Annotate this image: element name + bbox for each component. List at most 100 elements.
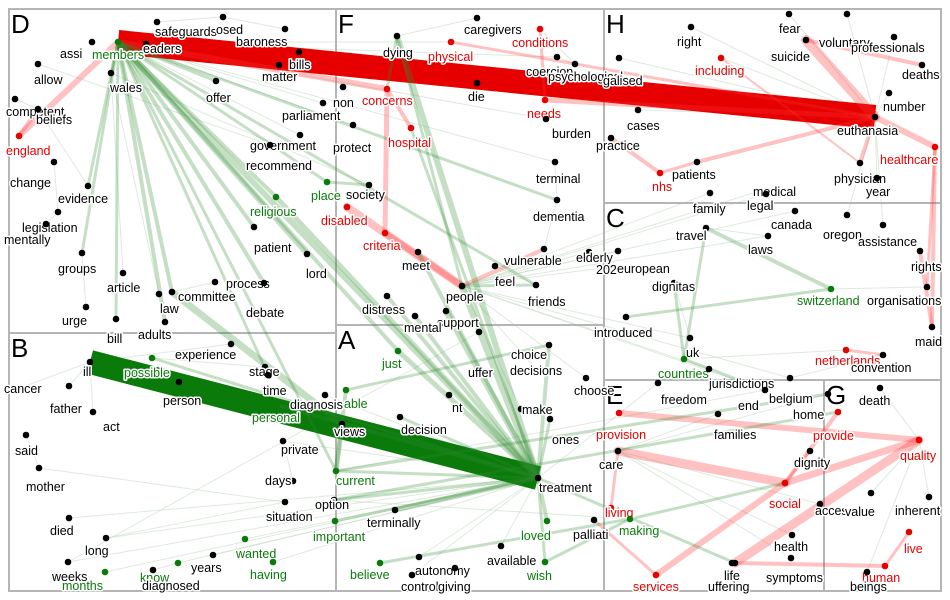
term-dot	[174, 559, 182, 567]
term-dot	[634, 106, 642, 114]
term-label: dying	[383, 46, 413, 60]
positive-edge-treatment-terminally	[392, 475, 541, 513]
faint-edge	[461, 235, 769, 287]
term-dot	[112, 315, 120, 323]
term-node-lord: lord	[303, 250, 328, 283]
term-node-control: control	[400, 571, 440, 596]
term-label: debate	[246, 306, 284, 320]
term-dot	[376, 559, 384, 567]
faint-edge	[918, 439, 930, 498]
term-node-vulnerable: vulnerable	[503, 245, 563, 270]
term-node-days: days	[264, 473, 297, 490]
term-node-voluntary: voluntary	[818, 10, 872, 52]
faint-edge	[104, 477, 539, 573]
faint-edge	[617, 450, 821, 505]
term-node-belgium: belgium	[768, 374, 814, 408]
term-label: loved	[521, 529, 551, 543]
term-label: baroness	[236, 35, 287, 49]
term-node-dignity: dignity	[793, 447, 832, 472]
term-dot	[342, 386, 350, 394]
panel-letter: E	[606, 380, 623, 410]
positive-edge-views-current	[333, 421, 345, 474]
term-label: experience	[175, 348, 236, 362]
term-dot	[517, 405, 525, 413]
term-node-coercion: coercion	[525, 53, 575, 81]
term-dot	[827, 285, 835, 293]
term-dot	[319, 99, 327, 107]
term-dot	[607, 504, 615, 512]
term-dot	[599, 264, 607, 272]
faint-edge	[461, 192, 711, 287]
negative-edge-healthcare-organisations	[925, 145, 937, 289]
term-dot	[114, 38, 122, 46]
term-label: lord	[306, 267, 327, 281]
term-node-protect: protect	[332, 121, 373, 157]
faint-edge	[244, 477, 539, 540]
term-label: deaths	[902, 68, 940, 82]
positive-edge-members-wales	[109, 40, 120, 75]
term-label: feel	[495, 275, 515, 289]
faint-edge	[494, 265, 537, 286]
term-node-202: 202	[595, 262, 619, 279]
term-dot	[279, 437, 287, 445]
term-label: voluntary	[819, 36, 870, 50]
faint-edge	[537, 382, 659, 479]
term-dot	[272, 193, 280, 201]
positive-edge-place-society	[325, 180, 371, 187]
panel-letter: G	[826, 380, 846, 410]
term-label: adults	[138, 328, 171, 342]
negative-edge-quality-provision	[616, 410, 922, 443]
term-label: people	[446, 290, 484, 304]
term-dot	[260, 279, 268, 287]
positive-edge-members-religious	[116, 40, 278, 199]
panel-letter: A	[338, 325, 356, 355]
term-node-switzerland: switzerland	[796, 285, 861, 310]
term-label: decision	[401, 423, 447, 437]
term-label: health	[774, 540, 808, 554]
panel-letter: D	[11, 9, 30, 39]
term-node-government: government	[249, 131, 318, 155]
term-label: conditions	[512, 36, 568, 50]
term-label: jurisdictions	[708, 377, 774, 391]
term-node-stage: stage	[248, 364, 282, 381]
term-label: support	[437, 316, 479, 330]
faint-edge	[879, 387, 920, 441]
term-node-fear: fear	[778, 10, 802, 38]
term-node-conditions: conditions	[511, 25, 570, 52]
faint-edge	[110, 72, 370, 186]
faint-edge	[37, 108, 89, 187]
term-node-having: having	[249, 558, 288, 584]
faint-edge	[282, 440, 294, 482]
term-node-uk: uk	[685, 334, 701, 362]
term-node-diagnosis: diagnosis	[289, 391, 344, 414]
term-dot	[686, 334, 694, 342]
term-dot	[458, 282, 466, 290]
faint-edge	[67, 477, 539, 563]
term-node-society: society	[345, 181, 387, 204]
term-label: vulnerable	[504, 254, 562, 268]
term-dot	[407, 124, 415, 132]
term-label: offer	[206, 91, 231, 105]
term-dot	[867, 489, 875, 497]
term-label: possible	[124, 366, 170, 380]
term-node-assistance: assistance	[857, 221, 919, 251]
term-label: coercion	[526, 65, 573, 79]
term-node-medical: medical	[752, 184, 798, 201]
term-dot	[11, 95, 19, 103]
term-label: wales	[109, 81, 142, 95]
positive-edge-treatment-meet	[416, 250, 540, 480]
term-dot	[212, 77, 220, 85]
term-dot	[241, 535, 249, 543]
term-dot	[273, 401, 281, 409]
term-label: choice	[511, 348, 547, 362]
faint-edge	[335, 389, 766, 472]
term-label: treatment	[539, 481, 592, 495]
term-dot	[553, 53, 561, 61]
term-dot	[585, 248, 593, 256]
term-label: uk	[686, 346, 700, 360]
term-label: assi	[60, 47, 82, 61]
term-node-religious: religious	[249, 193, 298, 221]
term-label: having	[250, 568, 287, 582]
term-dot	[571, 60, 579, 68]
term-node-dying: dying	[382, 32, 414, 62]
